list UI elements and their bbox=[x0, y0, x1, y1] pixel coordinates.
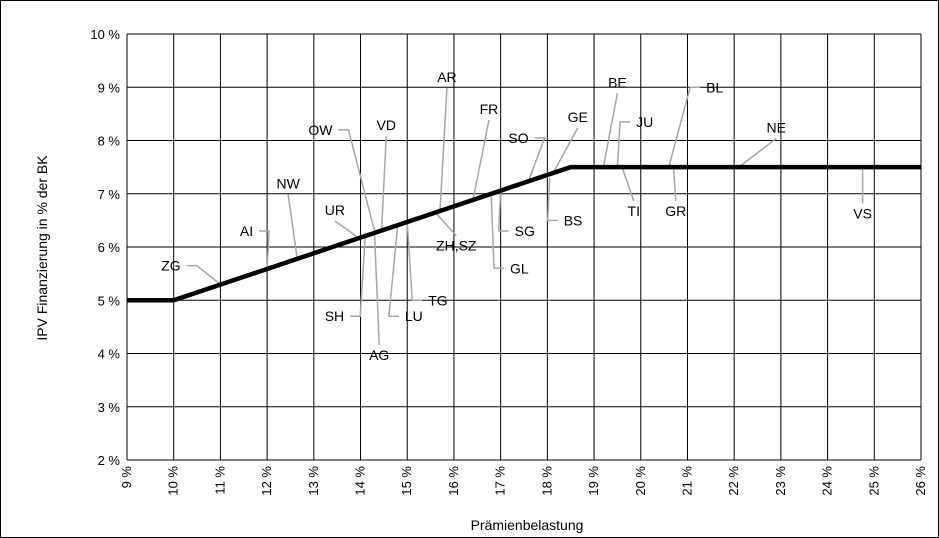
canton-label: AI bbox=[240, 223, 253, 239]
x-tick-label: 17 % bbox=[493, 466, 508, 496]
canton-label: OW bbox=[308, 122, 333, 138]
canton-label: NE bbox=[766, 120, 785, 136]
x-tick-label: 21 % bbox=[679, 466, 694, 496]
annotation-leader bbox=[439, 87, 448, 213]
canton-label: VS bbox=[853, 206, 872, 222]
annotation-leader bbox=[621, 166, 635, 202]
x-axis-title: Prämienbelastung bbox=[471, 517, 584, 533]
annotation-leader bbox=[287, 194, 299, 261]
canton-label: BL bbox=[706, 79, 723, 95]
y-tick-label: 7 % bbox=[98, 187, 121, 202]
canton-label: GE bbox=[568, 109, 588, 125]
annotation-leader bbox=[602, 93, 619, 168]
annotation-leader bbox=[350, 236, 366, 317]
y-tick-label: 9 % bbox=[98, 80, 121, 95]
canton-label: UR bbox=[325, 202, 345, 218]
annotation-leader bbox=[497, 191, 509, 232]
y-tick-label: 8 % bbox=[98, 134, 121, 149]
annotation-leader bbox=[334, 220, 361, 240]
annotation-leader bbox=[186, 264, 221, 285]
canton-label: BS bbox=[564, 212, 583, 228]
x-tick-label: 26 % bbox=[913, 466, 928, 496]
x-tick-label: 20 % bbox=[633, 466, 648, 496]
annotation-leader bbox=[259, 230, 270, 269]
series-layer bbox=[127, 164, 921, 303]
canton-label: ZG bbox=[161, 258, 180, 274]
annotation-leader bbox=[551, 127, 579, 176]
canton-label: JU bbox=[636, 114, 653, 130]
x-tick-label: 12 % bbox=[259, 466, 274, 496]
annotation-leader bbox=[738, 137, 777, 168]
canton-label: TI bbox=[628, 203, 640, 219]
canton-label: SG bbox=[515, 223, 535, 239]
y-tick-label: 6 % bbox=[98, 240, 121, 255]
y-tick-label: 5 % bbox=[98, 293, 121, 308]
canton-label: LU bbox=[405, 308, 423, 324]
y-axis-ticks: 2 % 3 % 4 % 5 % 6 % 7 % 8 % 9 % 10 % bbox=[90, 27, 120, 468]
canton-label: GL bbox=[510, 260, 529, 276]
y-tick-label: 2 % bbox=[98, 453, 121, 468]
annotation-leader bbox=[471, 119, 490, 202]
canton-label: TG bbox=[428, 292, 447, 308]
annotation-leader bbox=[668, 86, 701, 168]
x-tick-label: 22 % bbox=[726, 466, 741, 496]
x-tick-label: 13 % bbox=[306, 466, 321, 496]
annotation-leader bbox=[388, 222, 399, 317]
x-tick-label: 18 % bbox=[539, 466, 554, 496]
annotation-leader bbox=[672, 167, 677, 202]
canton-label: VD bbox=[376, 117, 395, 133]
series-line bbox=[127, 164, 921, 303]
x-tick-label: 23 % bbox=[773, 466, 788, 496]
x-tick-label: 25 % bbox=[866, 466, 881, 496]
x-tick-label: 10 % bbox=[166, 466, 181, 496]
canton-label: SO bbox=[508, 130, 528, 146]
x-tick-label: 19 % bbox=[586, 466, 601, 496]
y-axis-title: IPV Finanzierung in % der BK bbox=[34, 155, 50, 341]
annotation-leader bbox=[490, 196, 504, 270]
canton-label: GR bbox=[665, 203, 686, 219]
annotation-leader bbox=[373, 233, 380, 345]
grid-lines bbox=[126, 33, 922, 461]
canton-label: AR bbox=[437, 69, 456, 85]
x-tick-label: 14 % bbox=[353, 466, 368, 496]
canton-label: FR bbox=[480, 101, 499, 117]
annotation-leader bbox=[380, 135, 387, 232]
annotation-leader bbox=[616, 121, 631, 168]
annotation-leader bbox=[406, 222, 423, 301]
canton-label: NW bbox=[276, 175, 300, 191]
annotation-labels: ZG AI NW UR OW VD SH AG LU TG ZH,SZ AR FR SG GL SO GE BS B… bbox=[161, 69, 872, 363]
canton-label: AG bbox=[369, 347, 389, 363]
annotation-leaders bbox=[186, 86, 864, 345]
y-tick-label: 4 % bbox=[98, 347, 121, 362]
y-tick-label: 3 % bbox=[98, 400, 121, 415]
y-tick-label: 10 % bbox=[90, 27, 120, 42]
canton-label: ZH,SZ bbox=[436, 238, 477, 254]
x-tick-label: 9 % bbox=[119, 466, 134, 489]
annotation-leader bbox=[434, 211, 457, 237]
canton-label: BE bbox=[608, 74, 627, 90]
x-tick-label: 24 % bbox=[820, 466, 835, 496]
x-tick-label: 15 % bbox=[399, 466, 414, 496]
canton-label: SH bbox=[325, 308, 344, 324]
x-axis-ticks: 9 % 10 % 11 % 12 % 13 % 14 % 15 % 16 % 17 % 18 % 1… bbox=[119, 466, 928, 496]
x-tick-label: 16 % bbox=[446, 466, 461, 496]
annotation-leader bbox=[338, 129, 376, 232]
annotation-leader bbox=[546, 177, 558, 222]
annotation-leader bbox=[527, 137, 546, 181]
x-tick-label: 11 % bbox=[212, 466, 227, 495]
